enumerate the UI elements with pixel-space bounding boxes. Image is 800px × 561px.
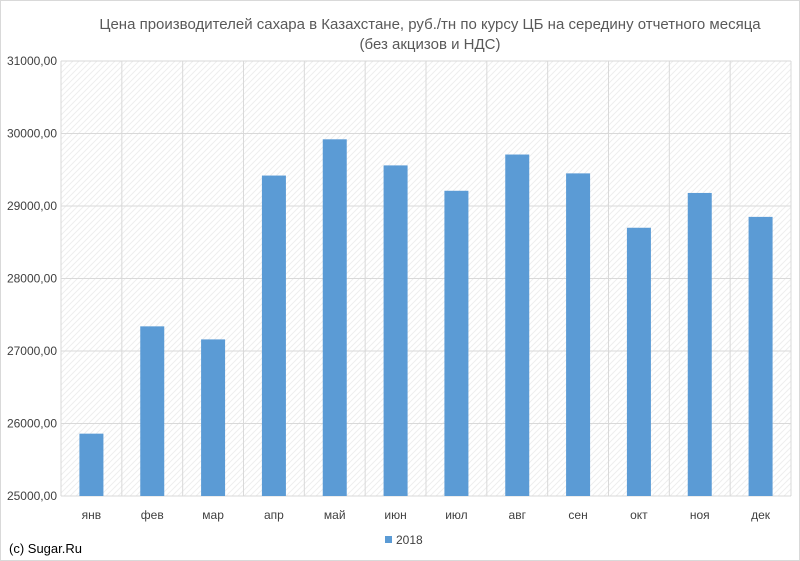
bar-9 (566, 173, 591, 496)
y-tick-label: 29000,00 (7, 199, 57, 213)
x-tick-label: мар (202, 508, 224, 522)
bar-8 (505, 154, 530, 496)
x-tick-label: ноя (690, 508, 710, 522)
x-tick-label: янв (82, 508, 102, 522)
x-tick-label: апр (264, 508, 284, 522)
bar-4 (261, 175, 286, 497)
x-tick-label: сен (568, 508, 587, 522)
x-tick-label: фев (141, 508, 164, 522)
chart-subtitle: (без акцизов и НДС) (360, 36, 501, 53)
legend: 2018 (385, 533, 423, 547)
bars (79, 139, 773, 497)
x-tick-label: авг (509, 508, 527, 522)
bar-5 (322, 139, 347, 497)
y-tick-label: 28000,00 (7, 272, 57, 286)
x-tick-label: дек (751, 508, 771, 522)
x-tick-label: июн (384, 508, 406, 522)
y-tick-label: 26000,00 (7, 417, 57, 431)
y-tick-label: 27000,00 (7, 344, 57, 358)
bar-1 (79, 433, 104, 496)
x-tick-label: окт (630, 508, 648, 522)
legend-swatch (385, 536, 392, 543)
x-tick-label: июл (445, 508, 467, 522)
bar-2 (140, 326, 165, 496)
bar-12 (748, 216, 773, 496)
bar-7 (444, 190, 469, 496)
bar-6 (383, 165, 408, 496)
bar-3 (201, 339, 226, 496)
bar-11 (687, 192, 712, 496)
chart-title: Цена производителей сахара в Казахстане,… (99, 16, 761, 33)
y-tick-label: 30000,00 (7, 127, 57, 141)
x-axis: янв фев мар апр май июн июл авг сен окт ноя дек (82, 508, 771, 522)
y-axis: 25000,00 26000,00 27000,00 28000,00 29000,00… (7, 54, 57, 503)
gridlines (60, 60, 792, 497)
bar-10 (626, 227, 651, 496)
y-tick-label: 31000,00 (7, 54, 57, 68)
legend-label: 2018 (396, 533, 423, 547)
y-tick-label: 25000,00 (7, 489, 57, 503)
copyright-text: (c) Sugar.Ru (9, 541, 82, 556)
x-tick-label: май (324, 508, 346, 522)
